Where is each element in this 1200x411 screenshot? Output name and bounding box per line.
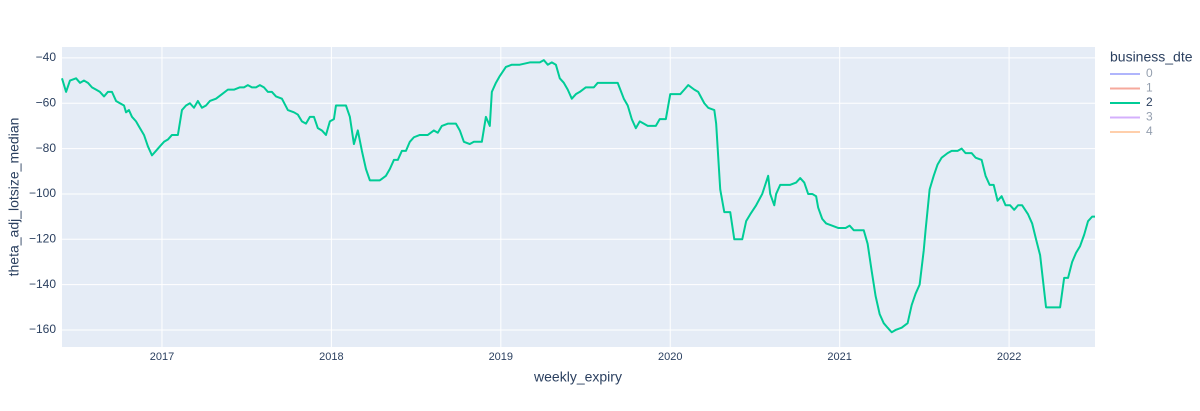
x-tick-label: 2019 bbox=[489, 351, 513, 363]
legend-entry[interactable]: 1 bbox=[1146, 81, 1153, 95]
legend-entry[interactable]: 3 bbox=[1146, 110, 1153, 124]
x-tick-label: 2018 bbox=[319, 351, 343, 363]
x-axis-title: weekly_expiry bbox=[533, 369, 622, 385]
y-tick-label: −60 bbox=[36, 95, 57, 109]
y-tick-label: −40 bbox=[36, 50, 57, 64]
x-tick-label: 2021 bbox=[827, 351, 851, 363]
y-tick-label: −160 bbox=[29, 322, 56, 336]
legend-entry[interactable]: 0 bbox=[1146, 66, 1153, 80]
y-tick-label: −120 bbox=[29, 231, 56, 245]
y-tick-label: −140 bbox=[29, 277, 56, 291]
legend-entry[interactable]: 2 bbox=[1146, 95, 1153, 109]
y-axis-title: theta_adj_lotsize_median bbox=[6, 118, 22, 277]
x-tick-label: 2022 bbox=[997, 351, 1021, 363]
x-tick-label: 2017 bbox=[150, 351, 174, 363]
x-tick-label: 2020 bbox=[658, 351, 682, 363]
y-tick-label: −80 bbox=[36, 141, 57, 155]
line-series bbox=[61, 59, 1095, 334]
legend-entry[interactable]: 4 bbox=[1146, 124, 1153, 138]
legend-title: business_dte bbox=[1110, 49, 1193, 65]
plot-area bbox=[62, 47, 1095, 347]
y-tick-label: −100 bbox=[29, 186, 56, 200]
